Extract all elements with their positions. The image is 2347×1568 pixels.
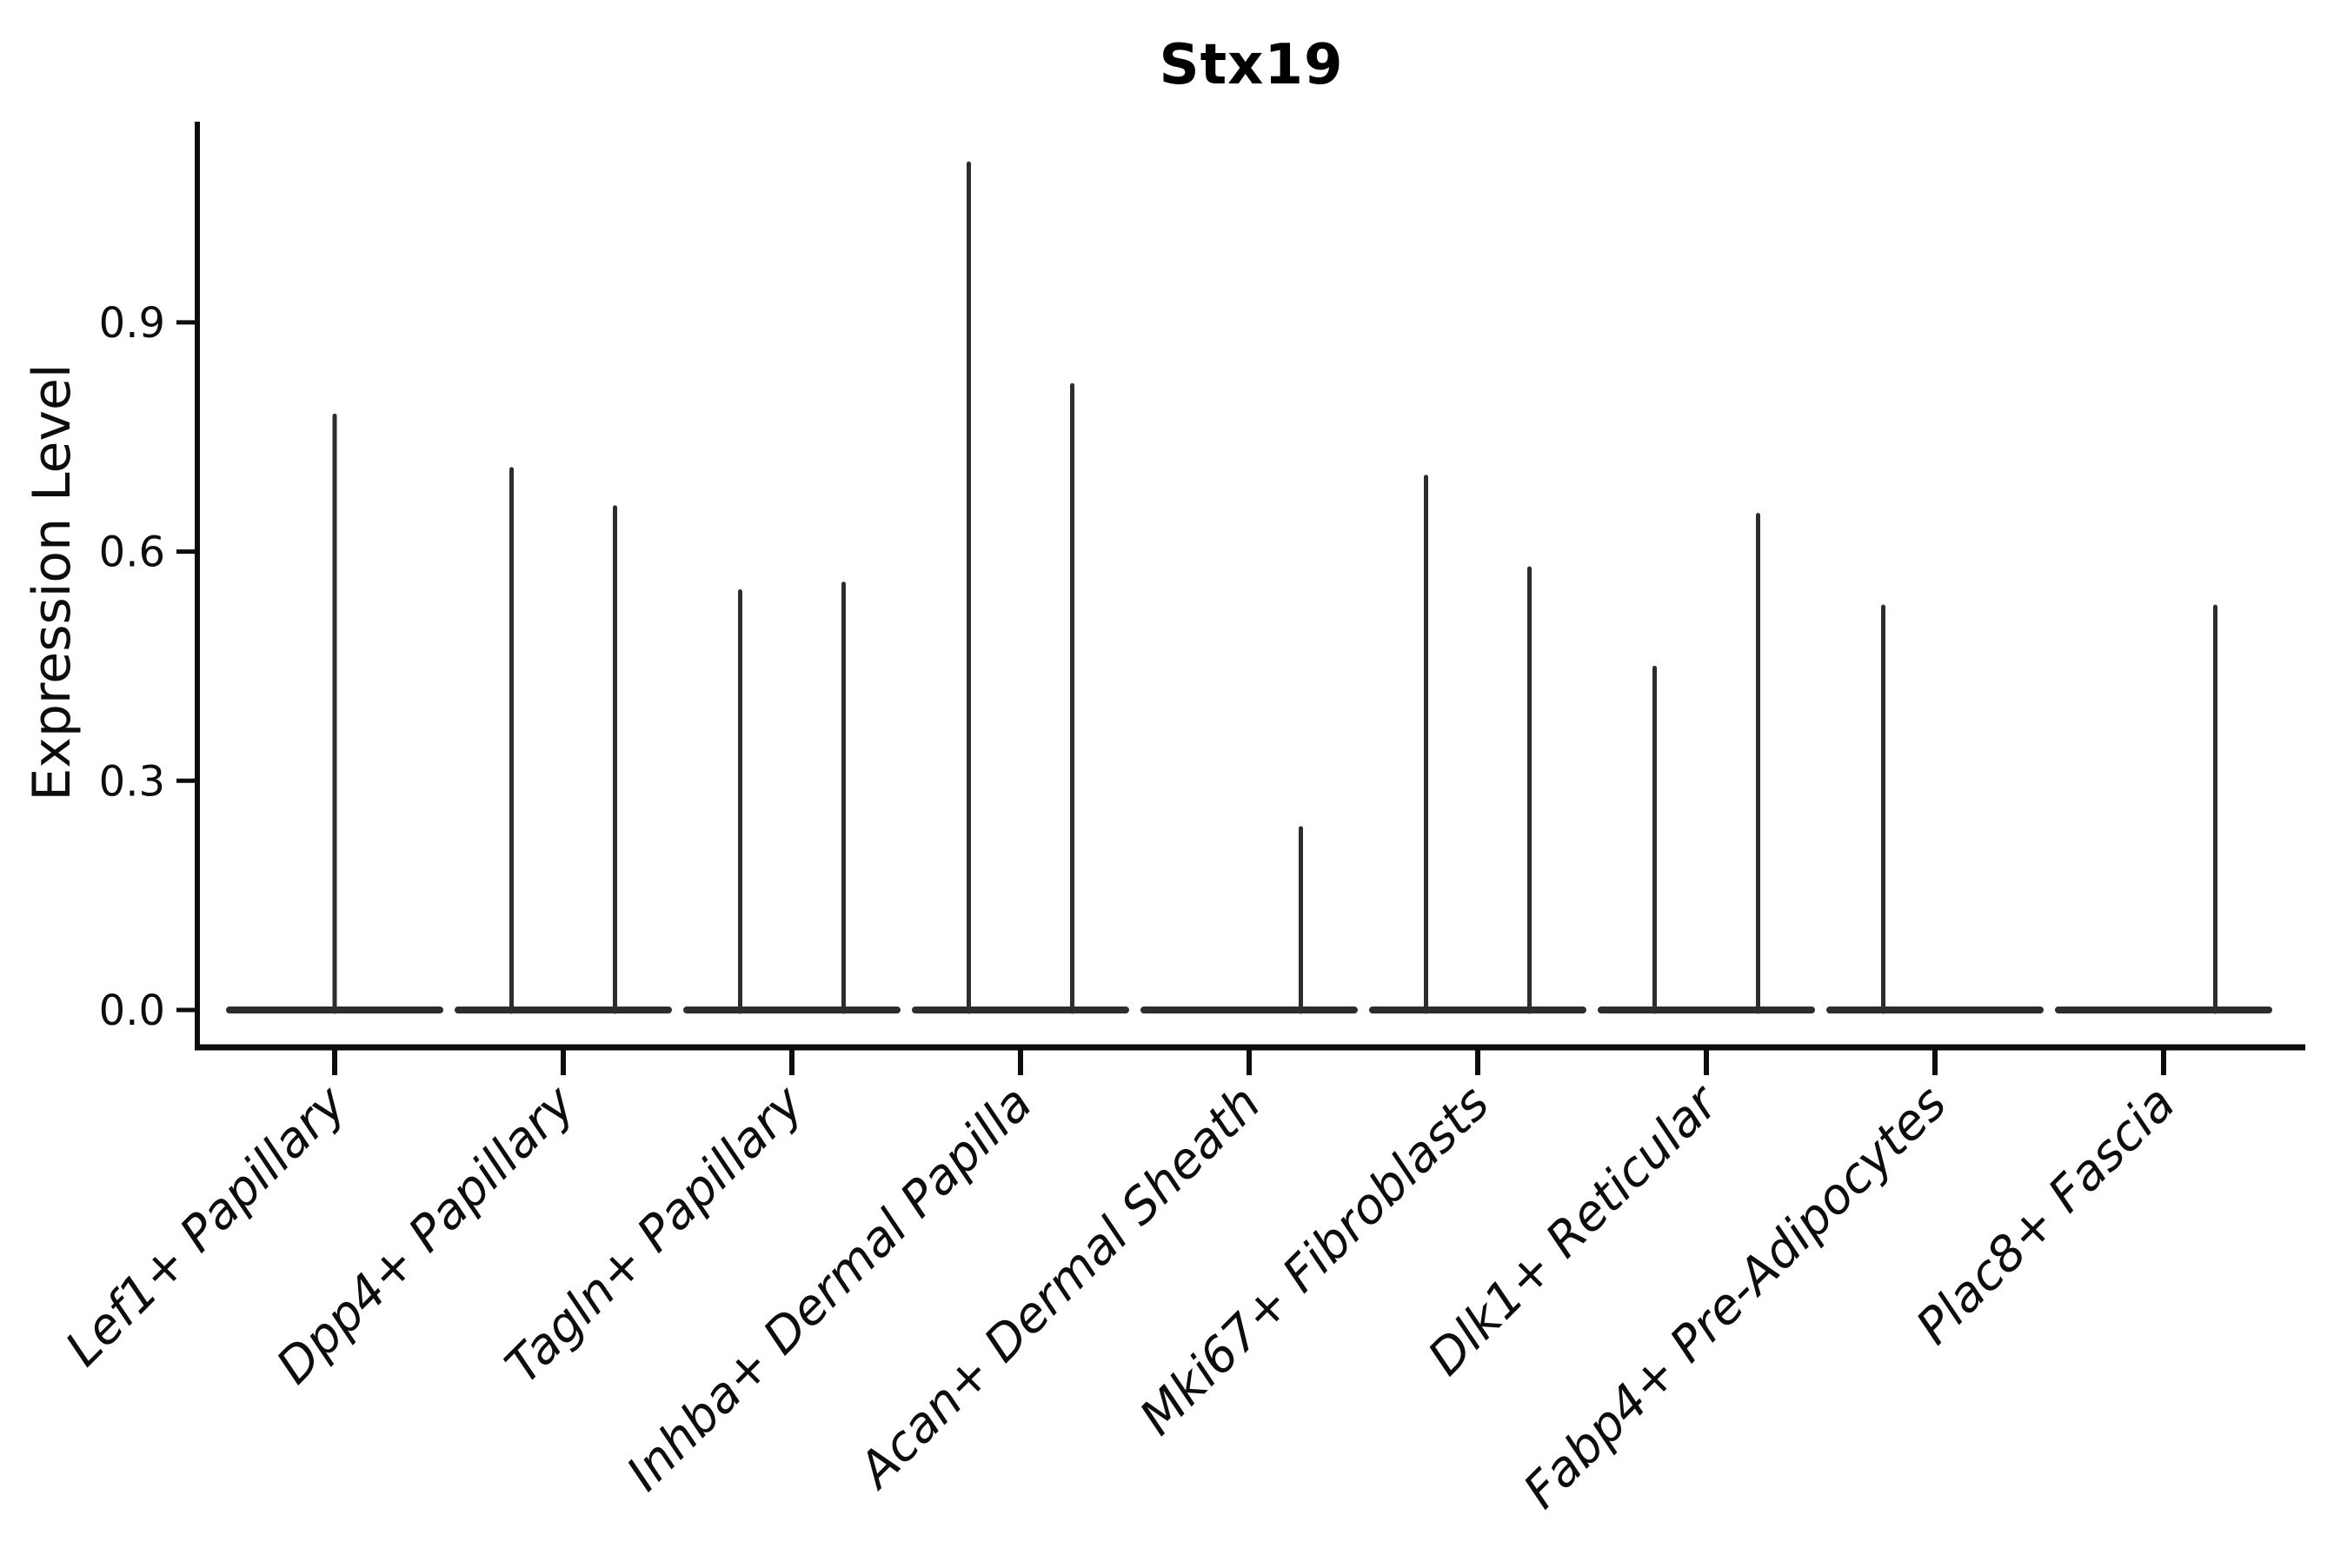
y-tick-label: 0.0 — [99, 987, 165, 1035]
x-tick-label: Inhba+ Dermal Papilla — [616, 1075, 1043, 1502]
chart-title: Stx19 — [1159, 33, 1344, 97]
x-tick-label: Acan+ Dermal Sheath — [847, 1075, 1272, 1500]
y-tick-label: 0.3 — [99, 757, 165, 806]
y-axis-label: Expression Level — [22, 363, 83, 801]
y-tick-label: 0.9 — [99, 299, 165, 348]
y-tick-label: 0.6 — [99, 528, 165, 577]
x-tick-label: Fabp4+ Pre-Adipocytes — [1513, 1075, 1958, 1519]
